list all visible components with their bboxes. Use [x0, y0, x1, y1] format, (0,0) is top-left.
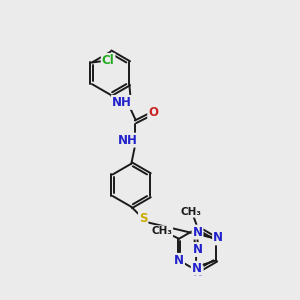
Text: N: N	[192, 262, 202, 275]
Text: N: N	[193, 243, 203, 256]
Text: N: N	[193, 226, 202, 238]
Text: NH: NH	[118, 134, 138, 147]
Text: Cl: Cl	[102, 54, 115, 67]
Text: N: N	[193, 266, 203, 279]
Text: O: O	[148, 106, 158, 118]
Text: CH₃: CH₃	[151, 226, 172, 236]
Text: N: N	[213, 231, 223, 244]
Text: NH: NH	[112, 96, 132, 109]
Text: N: N	[174, 254, 184, 267]
Text: CH₃: CH₃	[181, 207, 202, 217]
Text: S: S	[139, 212, 147, 225]
